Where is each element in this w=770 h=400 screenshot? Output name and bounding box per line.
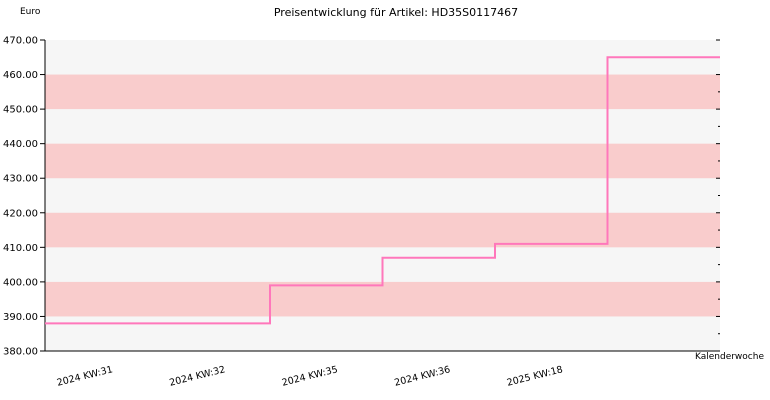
x-tick-label-3: 2024 KW:36 xyxy=(393,364,451,389)
chart-title: Preisentwicklung für Artikel: HD35S01174… xyxy=(274,6,518,19)
y-tick-label-4: 420.00 xyxy=(3,208,38,219)
x-axis-label: Kalenderwoche xyxy=(695,352,764,362)
x-tick-label-4: 2025 KW:18 xyxy=(506,364,564,389)
x-tick-label-2: 2024 KW:35 xyxy=(281,364,339,389)
price-step-line xyxy=(45,56,720,325)
axes xyxy=(44,40,720,352)
y-tick-label-8: 460.00 xyxy=(3,70,38,81)
y-axis-ticks: 380.00 390.00 400.00 410.00 420.00 430.00 440.… xyxy=(3,36,720,358)
band-450-460 xyxy=(45,74,720,110)
x-axis-ticks: 2024 KW:31 2024 KW:32 2024 KW:35 2024 KW:36… xyxy=(56,364,564,389)
y-tick-label-1: 390.00 xyxy=(3,312,38,323)
y-tick-label-6: 440.00 xyxy=(3,139,38,150)
x-tick-label-0: 2024 KW:31 xyxy=(56,364,114,389)
price-series xyxy=(44,56,720,325)
y-tick-label-0: 380.00 xyxy=(3,347,38,358)
band-430-440 xyxy=(45,143,720,179)
y-tick-label-2: 400.00 xyxy=(3,277,38,288)
y-tick-label-3: 410.00 xyxy=(3,243,38,254)
x-tick-label-1: 2024 KW:32 xyxy=(168,364,226,389)
y-tick-label-5: 430.00 xyxy=(3,174,38,185)
band-410-420 xyxy=(45,212,720,248)
y-tick-label-9: 470.00 xyxy=(3,36,38,47)
band-390-400 xyxy=(45,281,720,317)
y-axis-label: Euro xyxy=(20,7,41,17)
y-tick-label-7: 450.00 xyxy=(3,105,38,116)
